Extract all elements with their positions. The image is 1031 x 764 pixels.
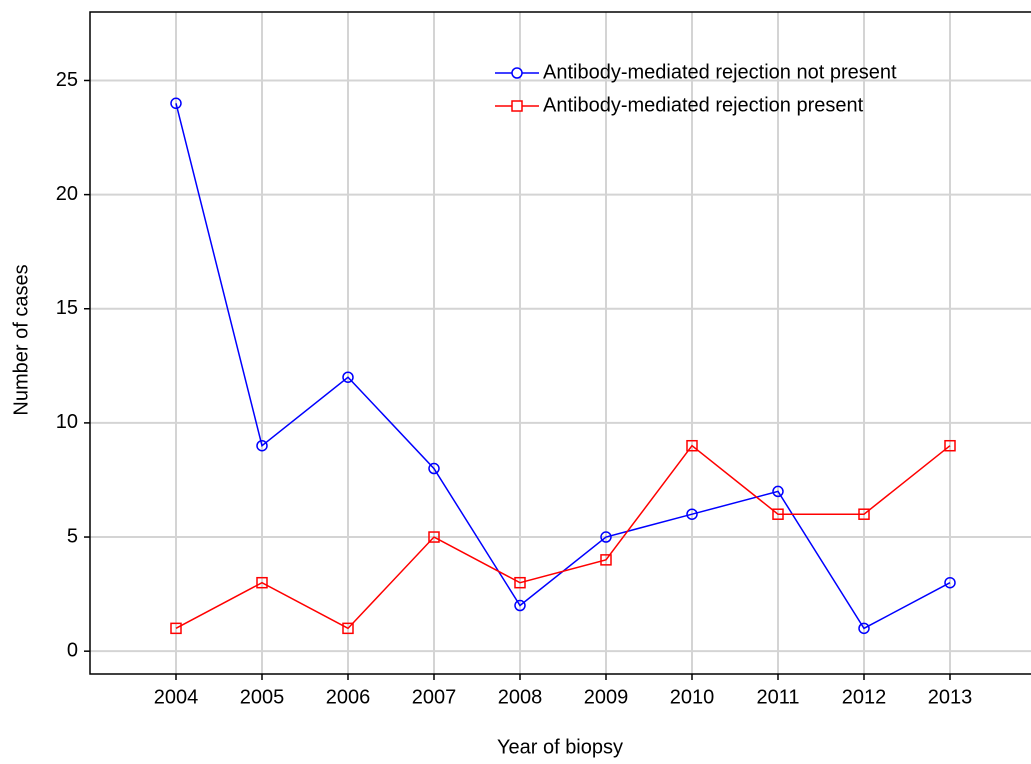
y-tick-label: 25 (56, 69, 78, 91)
x-axis-label: Year of biopsy (497, 736, 623, 758)
marker (428, 531, 440, 543)
marker (944, 576, 956, 589)
marker (772, 485, 784, 498)
y-tick-label: 0 (67, 639, 78, 661)
x-tick-label: 2007 (412, 686, 457, 708)
marker (944, 439, 956, 452)
marker (256, 576, 268, 589)
marker (600, 554, 612, 566)
x-tick-label: 2013 (928, 686, 973, 708)
marker (686, 508, 698, 520)
x-tick-label: 2006 (326, 686, 371, 708)
x-tick-label: 2010 (670, 686, 715, 708)
marker (600, 531, 612, 543)
marker (256, 439, 268, 452)
x-tick-label: 2008 (498, 686, 543, 708)
legend-marker (511, 67, 523, 79)
x-tick-label: 2011 (756, 686, 799, 708)
x-tick-label: 2009 (584, 686, 629, 708)
series-line (175, 444, 951, 630)
x-tick-label: 2004 (154, 686, 199, 708)
marker (170, 622, 182, 635)
y-tick-label: 10 (56, 411, 78, 433)
legend-label: Antibody-mediated rejection not present (543, 61, 897, 83)
x-tick-label: 2005 (240, 686, 285, 708)
marker (858, 622, 870, 635)
legend-label: Antibody-mediated rejection present (543, 94, 864, 116)
marker (170, 97, 182, 110)
marker (342, 371, 354, 383)
plot-frame (89, 11, 1031, 675)
y-tick-label: 20 (56, 183, 78, 205)
series-line (175, 103, 951, 630)
marker (772, 508, 784, 520)
y-tick-label: 5 (67, 525, 78, 547)
x-tick-label: 2012 (842, 686, 887, 708)
legend-marker (511, 100, 523, 112)
y-axis-label: Number of cases (10, 264, 32, 415)
marker (514, 576, 526, 589)
y-tick-label: 15 (56, 297, 78, 319)
marker (686, 439, 698, 452)
marker (858, 508, 870, 520)
marker (342, 622, 354, 635)
marker (514, 599, 526, 612)
marker (428, 462, 440, 475)
